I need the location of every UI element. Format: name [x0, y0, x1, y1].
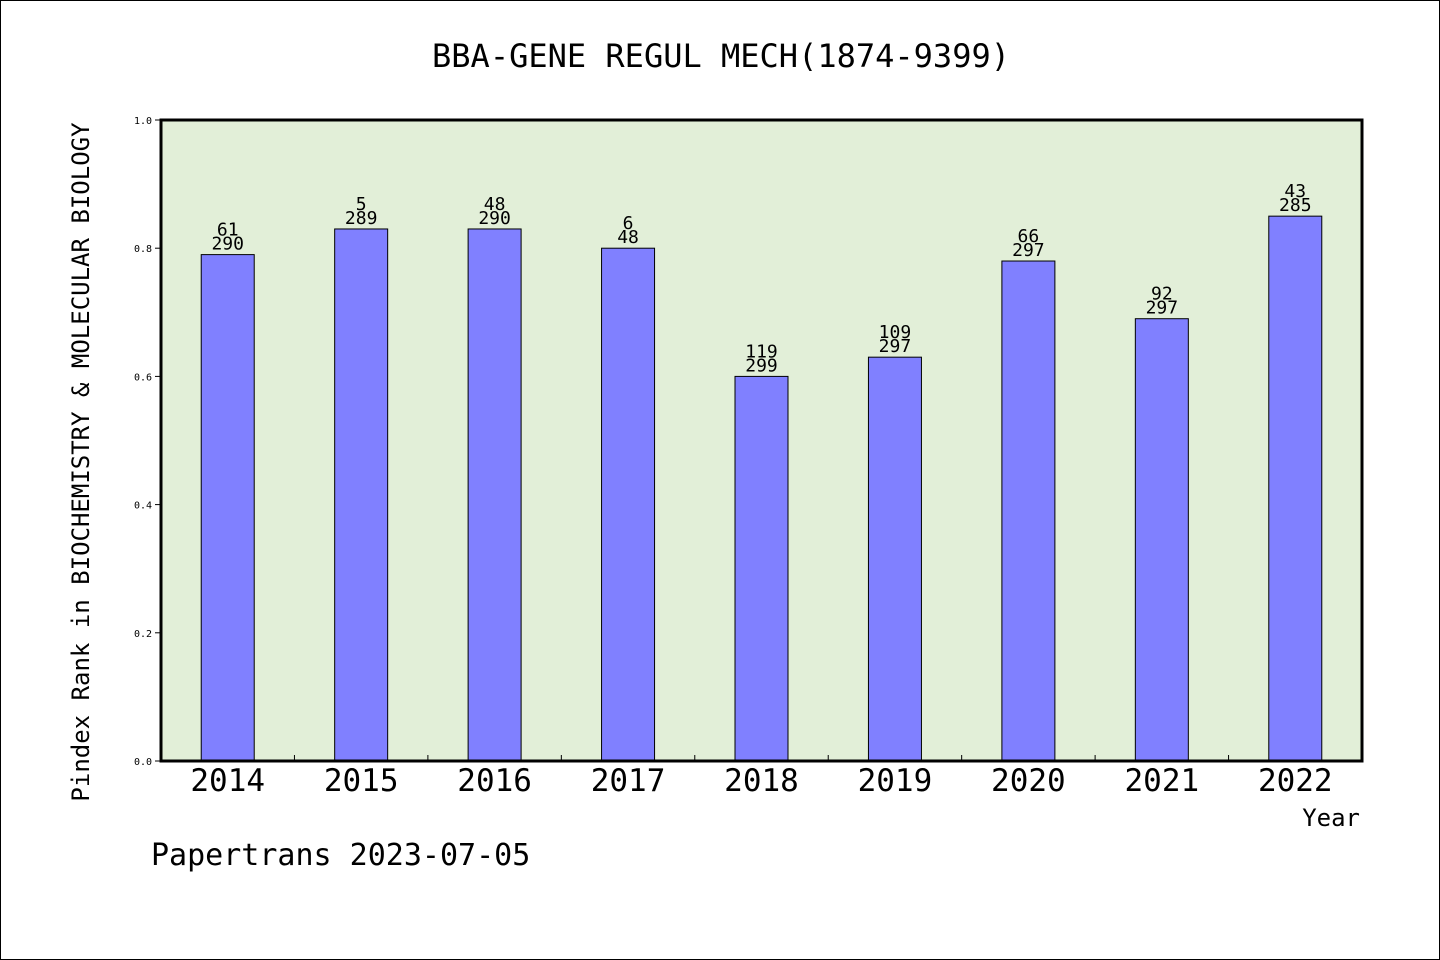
x-tick-label: 2019: [858, 763, 933, 799]
bar-label-top: 66: [1018, 226, 1040, 247]
bar-label-top: 109: [879, 322, 912, 343]
bar: [601, 247, 656, 762]
y-axis: 0.0 0.2 0.4 0.6 0.8 1.0: [134, 116, 161, 768]
bar: [334, 228, 389, 762]
x-tick-label: 2016: [457, 763, 532, 799]
bar-label-top: 61: [217, 220, 239, 241]
x-tick-label: 2017: [591, 763, 666, 799]
bar-label-bottom: 48: [617, 227, 639, 248]
y-tick-label: 0.0: [134, 757, 152, 768]
bar-label-bottom: 297: [1012, 240, 1045, 261]
bar-label-bottom: 290: [211, 234, 244, 255]
bar-label-bottom: 297: [1146, 298, 1179, 319]
y-tick-label: 0.8: [134, 244, 152, 255]
x-tick-label: 2021: [1125, 763, 1200, 799]
y-tick-label: 0.2: [134, 629, 152, 640]
x-tick-label: 2020: [991, 763, 1066, 799]
bar: [1134, 318, 1189, 762]
bar-label-top: 48: [484, 194, 506, 215]
y-tick-label: 0.4: [134, 501, 152, 512]
bar-label-bottom: 285: [1279, 195, 1312, 216]
bar-label-top: 43: [1284, 181, 1306, 202]
bar-label-bottom: 297: [879, 336, 912, 357]
bar: [200, 254, 255, 762]
bar-label-bottom: 289: [345, 208, 378, 229]
bar: [467, 228, 522, 762]
bar: [1268, 215, 1323, 762]
footer-text: Papertrans 2023-07-05: [151, 838, 530, 873]
bar: [734, 375, 789, 762]
x-tick-label: 2015: [324, 763, 399, 799]
x-tick-label: 2022: [1258, 763, 1333, 799]
x-tick-label: 2014: [190, 763, 265, 799]
bar-label-bottom: 290: [478, 208, 511, 229]
chart-title: BBA-GENE REGUL MECH(1874-9399): [432, 37, 1010, 75]
x-axis: 2014 2015 2016 2017 2018 2019 2020 2021 2022: [190, 755, 1333, 799]
bar-label-top: 119: [745, 341, 778, 362]
bar: [867, 356, 922, 762]
bar-label-top: 92: [1151, 284, 1173, 305]
plot-frame: [159, 118, 1364, 763]
y-axis-title: Pindex Rank in BIOCHEMISTRY & MOLECULAR …: [67, 122, 95, 802]
y-tick-label: 1.0: [134, 116, 152, 127]
x-axis-title: Year: [1302, 804, 1360, 832]
bar-label-bottom: 299: [745, 355, 778, 376]
y-tick-label: 0.6: [134, 372, 152, 383]
bar: [1001, 260, 1056, 762]
x-tick-label: 2018: [724, 763, 799, 799]
bar-label-top: 6: [623, 213, 634, 234]
bar-label-top: 5: [356, 194, 367, 215]
